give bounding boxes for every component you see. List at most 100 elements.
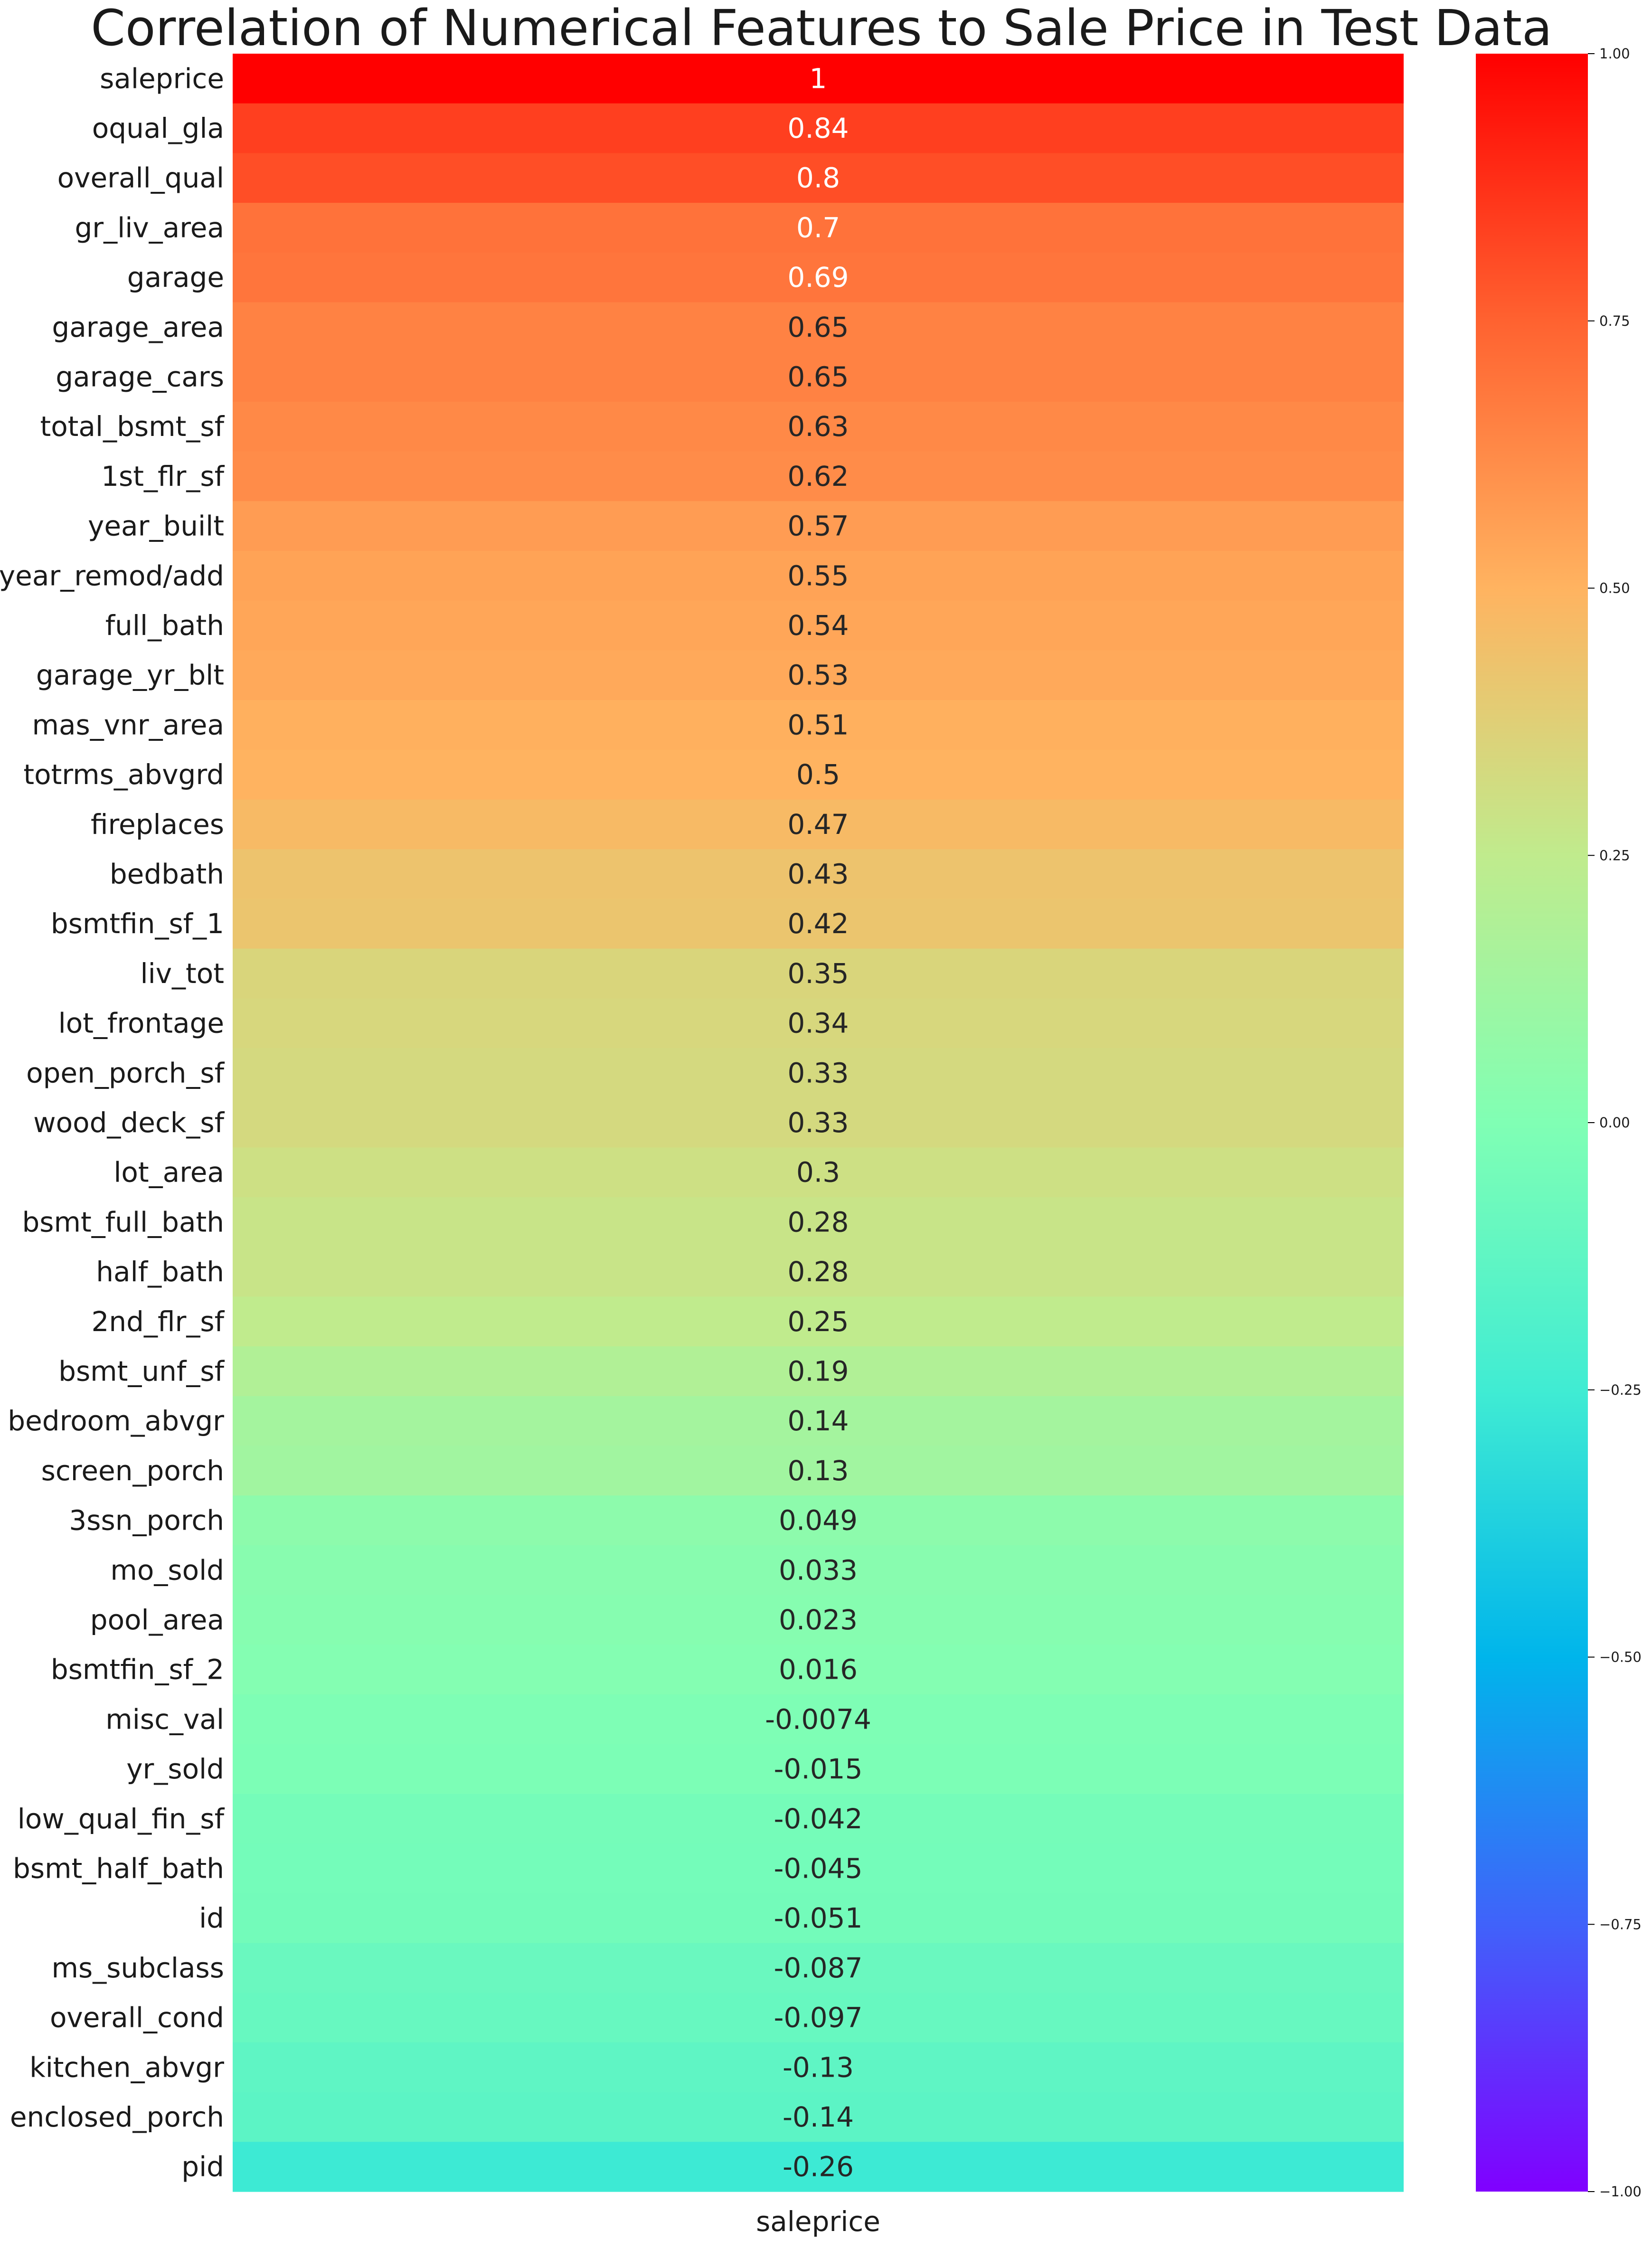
cell-values: 1 0.84 0.8 0.7 0.69 0.65 0.65 0.63 0.62 0.57 0.55 0…	[765, 62, 871, 2183]
heatmap-cell-overall-qual	[233, 153, 1404, 203]
heatmap-cell-totrms-abvgrd	[233, 749, 1404, 800]
row-label-garage: garage	[127, 261, 224, 293]
row-label-ms-subclass: ms_subclass	[52, 1952, 225, 1984]
heatmap-cell-garage-yr-blt	[233, 650, 1404, 700]
cell-value-bsmtfin-sf-1: 0.42	[787, 908, 849, 940]
heatmap-cell-bsmtfin-sf-1	[233, 898, 1404, 949]
row-label-bedbath: bedbath	[110, 858, 224, 890]
cell-value-pid: -0.26	[783, 2151, 854, 2183]
heatmap-cell-fireplaces	[233, 799, 1404, 850]
cell-value-oqual-gla: 0.84	[787, 112, 849, 144]
heatmap-cell-mas-vnr-area	[233, 700, 1404, 750]
cell-value-ms-subclass: -0.087	[774, 1952, 863, 1984]
row-label-overall-cond: overall_cond	[50, 2002, 224, 2034]
cell-value-pool-area: 0.023	[779, 1604, 858, 1636]
heatmap-cell-yr-sold	[233, 1744, 1404, 1795]
cell-value-mo-sold: 0.033	[779, 1554, 858, 1586]
row-label-id: id	[199, 1902, 224, 1934]
cell-value-garage: 0.69	[787, 261, 849, 293]
heatmap-cell-overall-cond	[233, 1993, 1404, 2043]
heatmap-cell-liv-tot	[233, 948, 1404, 999]
cell-value-enclosed-porch: -0.14	[783, 2101, 854, 2133]
heatmap-cell-bsmt-full-bath	[233, 1197, 1404, 1248]
row-label-low-qual-fin-sf: low_qual_fin_sf	[18, 1803, 225, 1835]
heatmap-cell-enclosed-porch	[233, 2092, 1404, 2142]
row-label-half-bath: half_bath	[96, 1256, 224, 1288]
row-label-1st-flr-sf: 1st_flr_sf	[101, 460, 225, 492]
row-label-full-bath: full_bath	[105, 609, 224, 642]
row-label-open-porch-sf: open_porch_sf	[26, 1057, 225, 1089]
heatmap-cell-2nd-flr-sf	[233, 1296, 1404, 1347]
heatmap-cell-bedroom-abvgr	[233, 1396, 1404, 1446]
heatmap-cell-total-bsmt-sf	[233, 401, 1404, 452]
heatmap-cell-year-built	[233, 501, 1404, 551]
row-label-totrms-abvgrd: totrms_abvgrd	[23, 758, 224, 791]
row-label-bsmtfin-sf-1: bsmtfin_sf_1	[51, 908, 224, 940]
cell-value-total-bsmt-sf: 0.63	[787, 410, 849, 443]
row-label-screen-porch: screen_porch	[41, 1455, 224, 1487]
cell-value-fireplaces: 0.47	[787, 808, 849, 841]
cell-value-gr-liv-area: 0.7	[796, 211, 840, 244]
heatmap-cell-bsmt-half-bath	[233, 1843, 1404, 1894]
cell-value-1st-flr-sf: 0.62	[787, 460, 849, 492]
cell-value-lot-area: 0.3	[796, 1156, 840, 1189]
heatmap-cell-garage-cars	[233, 352, 1404, 402]
heatmap-cell-screen-porch	[233, 1446, 1404, 1496]
row-label-3ssn-porch: 3ssn_porch	[69, 1504, 224, 1537]
cell-value-kitchen-abvgr: -0.13	[783, 2051, 854, 2083]
row-label-bsmtfin-sf-2: bsmtfin_sf_2	[51, 1654, 224, 1686]
heatmap-cell-3ssn-porch	[233, 1495, 1404, 1546]
row-label-year-built: year_built	[88, 510, 224, 542]
row-label-pool-area: pool_area	[90, 1604, 224, 1636]
heatmap-cell-half-bath	[233, 1247, 1404, 1297]
colorbar-tick-label: 0.50	[1599, 580, 1630, 596]
cell-value-open-porch-sf: 0.33	[787, 1057, 849, 1089]
heatmap-cell-pool-area	[233, 1595, 1404, 1645]
cell-value-bsmt-unf-sf: 0.19	[787, 1355, 849, 1387]
row-label-bsmt-half-bath: bsmt_half_bath	[13, 1852, 224, 1884]
heatmap-cell-saleprice	[233, 54, 1404, 104]
heatmap-cell-lot-frontage	[233, 998, 1404, 1049]
row-label-wood-deck-sf: wood_deck_sf	[33, 1106, 225, 1139]
row-label-lot-area: lot_area	[113, 1156, 224, 1189]
chart-title: Correlation of Numerical Features to Sal…	[91, 0, 1552, 57]
heatmap-cell-ms-subclass	[233, 1943, 1404, 1993]
row-label-enclosed-porch: enclosed_porch	[10, 2101, 224, 2133]
cell-value-year-remod-add: 0.55	[787, 559, 849, 592]
cell-value-low-qual-fin-sf: -0.042	[774, 1803, 863, 1835]
heatmap-cell-wood-deck-sf	[233, 1097, 1404, 1148]
cell-value-screen-porch: 0.13	[787, 1455, 849, 1487]
row-label-saleprice: saleprice	[100, 62, 224, 95]
row-label-misc-val: misc_val	[105, 1703, 224, 1735]
cell-value-saleprice: 1	[810, 62, 827, 95]
row-label-lot-frontage: lot_frontage	[58, 1007, 224, 1040]
heatmap-cell-year-remod-add	[233, 550, 1404, 601]
row-label-mas-vnr-area: mas_vnr_area	[32, 709, 224, 741]
cell-value-overall-qual: 0.8	[796, 162, 840, 194]
row-label-garage-yr-blt: garage_yr_blt	[36, 659, 224, 691]
cell-value-mas-vnr-area: 0.51	[787, 709, 849, 741]
cell-value-bsmt-full-bath: 0.28	[787, 1206, 849, 1238]
cell-value-bedbath: 0.43	[787, 858, 849, 890]
row-label-bsmt-unf-sf: bsmt_unf_sf	[58, 1355, 225, 1387]
heatmap-cell-mo-sold	[233, 1545, 1404, 1596]
cell-value-garage-area: 0.65	[787, 311, 849, 343]
cell-value-wood-deck-sf: 0.33	[787, 1106, 849, 1139]
cell-value-year-built: 0.57	[787, 510, 849, 542]
heatmap-cell-bedbath	[233, 849, 1404, 899]
heatmap-cell-low-qual-fin-sf	[233, 1794, 1404, 1844]
row-label-year-remod-add: year_remod/add	[0, 559, 224, 592]
cell-value-bsmt-half-bath: -0.045	[774, 1852, 863, 1884]
cell-value-half-bath: 0.28	[787, 1256, 849, 1288]
row-label-liv-tot: liv_tot	[140, 957, 224, 990]
cell-value-lot-frontage: 0.34	[787, 1007, 849, 1040]
cell-value-id: -0.051	[774, 1902, 863, 1934]
cell-value-garage-yr-blt: 0.53	[787, 659, 849, 691]
cell-value-full-bath: 0.54	[787, 609, 849, 642]
heatmap-cell-1st-flr-sf	[233, 451, 1404, 501]
colorbar-tick-label: −0.25	[1599, 1382, 1642, 1398]
row-label-pid: pid	[181, 2151, 224, 2183]
colorbar-tick-label: 0.75	[1599, 313, 1630, 329]
cell-value-bedroom-abvgr: 0.14	[787, 1405, 849, 1437]
